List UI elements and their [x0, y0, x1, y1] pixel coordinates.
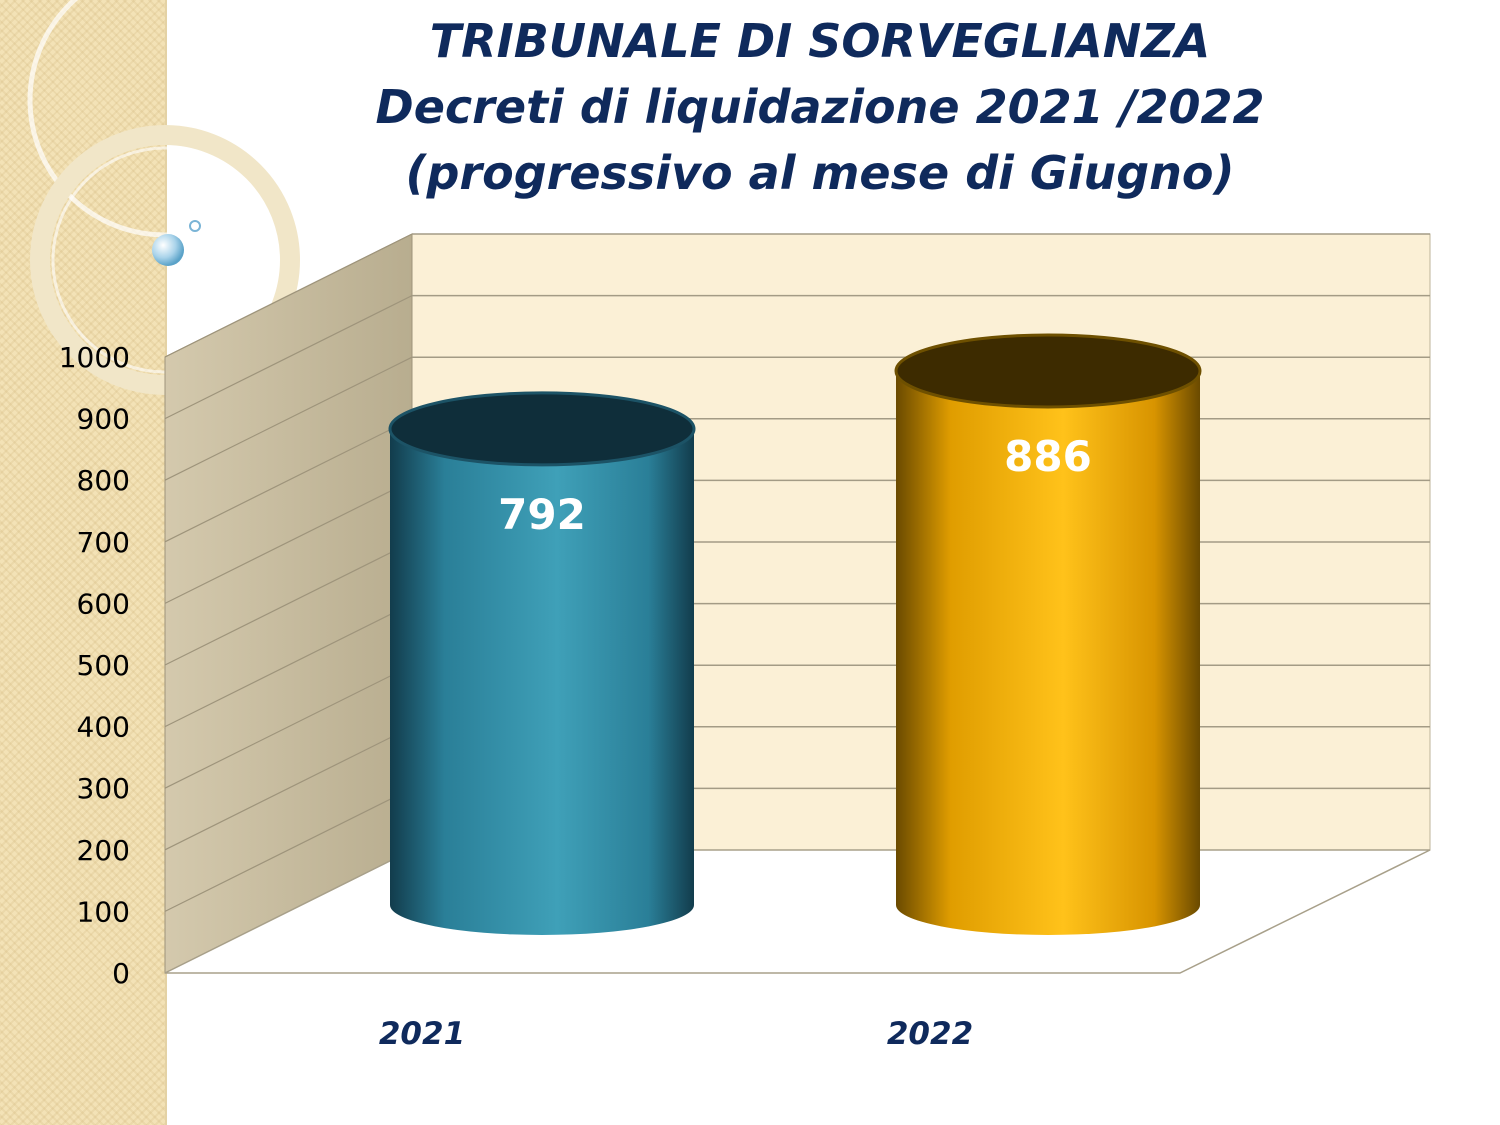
gridline-side: [164, 233, 413, 358]
y-tick-label: 600: [77, 587, 130, 620]
gridline-side: [164, 664, 413, 789]
y-tick-label: 1000: [59, 341, 130, 374]
bar-2021: 792: [388, 391, 696, 935]
gridline-side: [164, 603, 413, 728]
y-tick-label: 500: [77, 649, 130, 682]
gridline-side: [164, 295, 413, 420]
x-category-label: 2022: [887, 1016, 973, 1052]
gridline-side: [164, 541, 413, 666]
y-tick-label: 0: [112, 957, 130, 990]
y-tick-label: 700: [77, 526, 130, 559]
data-label-2022: 886: [1004, 432, 1092, 481]
y-tick-label: 300: [77, 772, 130, 805]
y-tick-label: 100: [77, 895, 130, 928]
chart-title: TRIBUNALE DI SORVEGLIANZA Decreti di liq…: [170, 8, 1470, 206]
bar-body: [896, 370, 1200, 935]
y-tick-label: 900: [77, 403, 130, 436]
data-label-2021: 792: [498, 490, 586, 539]
gridline-side: [164, 479, 413, 604]
bubble-small: [189, 220, 201, 232]
bar-2022: 886: [894, 333, 1202, 935]
y-tick-label: 200: [77, 834, 130, 867]
title-line-3: (progressivo al mese di Giugno): [405, 146, 1235, 200]
title-line-1: TRIBUNALE DI SORVEGLIANZA: [429, 14, 1211, 68]
bubble-large: [152, 234, 184, 266]
title-line-2: Decreti di liquidazione 2021 /2022: [375, 80, 1265, 134]
bars-group: 792 886: [388, 333, 1202, 935]
bar-top-cap: [388, 391, 696, 467]
x-axis-categories: 2021 2022: [379, 1016, 973, 1052]
y-tick-label: 800: [77, 464, 130, 497]
bar-body: [390, 428, 694, 935]
gridline-side: [164, 787, 413, 912]
x-category-label: 2021: [379, 1016, 465, 1052]
decorative-side-strip: [0, 0, 165, 1125]
y-axis-ticks: 0 100 200 300 400 500 600 700 800 900 1000: [59, 341, 130, 990]
bar-top-cap: [894, 333, 1202, 409]
gridline-side: [164, 726, 413, 851]
gridline-side: [164, 356, 413, 481]
gridline-side: [164, 418, 413, 543]
y-tick-label: 400: [77, 711, 130, 744]
